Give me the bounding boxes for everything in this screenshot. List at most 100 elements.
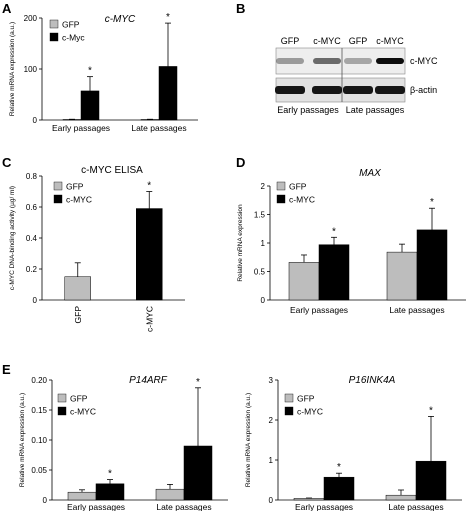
legend-swatch — [49, 32, 59, 42]
myc-band — [276, 58, 304, 64]
bar-c-myc — [415, 460, 447, 501]
y-tick-label: 0 — [33, 296, 38, 305]
y-tick-label: 0.5 — [254, 268, 266, 277]
actin-band — [275, 86, 305, 94]
chart-c: c-MYC ELISA 0 0.2 0.4 0.6 0.8 c-MYC DNA-bindin… — [9, 165, 185, 332]
actin-band — [343, 86, 373, 94]
y-axis-label: Relative mRNA expression (a.u.) — [9, 22, 16, 116]
legend-label: c-Myc — [62, 33, 85, 43]
legend-swatch — [53, 194, 63, 204]
bar-gfp — [293, 498, 325, 501]
blot-lane-label: c-MYC — [313, 36, 341, 46]
blot-lane-label: c-MYC — [376, 36, 404, 46]
y-tick-label: 1.5 — [254, 211, 266, 220]
panel-letter-a: A — [2, 1, 12, 16]
significance-marker: * — [337, 462, 341, 473]
bar-c-myc — [323, 476, 355, 501]
chart-title: c-MYC — [105, 14, 136, 25]
y-tick-label: 1 — [269, 456, 274, 465]
blot-row-label-myc: c-MYC — [410, 56, 438, 66]
x-tick-label: Early passages — [290, 305, 348, 315]
y-tick-label: 0.6 — [26, 203, 38, 212]
y-tick-label: 0.20 — [31, 376, 47, 385]
y-tick-label: 0 — [43, 496, 48, 505]
y-tick-label: 0.10 — [31, 436, 47, 445]
legend-swatch — [284, 393, 294, 403]
legend-label: c-MYC — [289, 195, 315, 205]
legend-swatch — [276, 194, 286, 204]
chart-a: c-MYC 0 100 200 Relative mRNA expression (a.… — [9, 12, 198, 133]
significance-marker: * — [147, 181, 151, 192]
significance-marker: * — [108, 469, 112, 480]
chart-d: MAX 0 0.5 1 1.5 2 Relative mRNA expression GFP c… — [237, 168, 466, 315]
bar-gfp — [288, 262, 320, 301]
myc-band — [313, 58, 341, 64]
chart-title: P14ARF — [129, 375, 168, 386]
bar-gfp — [64, 276, 91, 301]
chart-title: MAX — [359, 168, 381, 179]
x-tick-label: Late passages — [389, 305, 444, 315]
panel-letter-b: B — [236, 1, 245, 16]
panel-letter-c: C — [2, 155, 12, 170]
legend-swatch — [57, 393, 67, 403]
y-tick-label: 200 — [24, 14, 38, 23]
legend-label: GFP — [70, 394, 88, 404]
significance-marker: * — [196, 377, 200, 388]
legend-swatch — [57, 406, 67, 416]
y-tick-label: 0.15 — [31, 406, 47, 415]
y-tick-label: 0.2 — [26, 265, 38, 274]
blot-lane-label: GFP — [349, 36, 368, 46]
y-tick-label: 3 — [269, 376, 274, 385]
significance-marker: * — [430, 197, 434, 208]
legend-swatch — [49, 19, 59, 29]
x-tick-label: Late passages — [156, 502, 211, 511]
y-tick-label: 0.4 — [26, 234, 38, 243]
significance-marker: * — [88, 66, 92, 77]
bar-c-myc — [416, 229, 448, 301]
legend-label: c-MYC — [297, 407, 323, 417]
x-tick-label: Early passages — [295, 502, 353, 511]
western-blot-panel: GFP c-MYC GFP c-MYC c-MYC β-actin Early … — [275, 36, 438, 115]
bar-c-myc — [95, 483, 125, 501]
y-tick-label: 2 — [269, 416, 274, 425]
blot-row-label-actin: β-actin — [410, 85, 437, 95]
legend-label: GFP — [297, 394, 315, 404]
blot-group-label: Early passages — [277, 105, 339, 115]
x-tick-label: Late passages — [388, 502, 443, 511]
legend-label: GFP — [66, 182, 84, 192]
bar-gfp — [155, 488, 185, 501]
bar-c-myc — [158, 66, 178, 121]
blot-group-label: Late passages — [346, 105, 405, 115]
legend-label: GFP — [289, 182, 307, 192]
y-axis-label: Relative mRNA expression (a.u.) — [19, 393, 26, 487]
y-tick-label: 0.8 — [26, 172, 38, 181]
significance-marker: * — [429, 405, 433, 416]
bar-c-myc — [183, 445, 213, 501]
legend-swatch — [276, 181, 286, 191]
y-axis-label: Relative mRNA expression (a.u.) — [245, 393, 252, 487]
y-tick-label: 2 — [261, 182, 266, 191]
y-axis-label: Relative mRNA expression — [237, 204, 244, 282]
myc-band — [376, 58, 404, 64]
y-tick-label: 0 — [33, 116, 38, 125]
x-tick-label: Early passages — [52, 123, 110, 133]
legend-label: GFP — [62, 20, 80, 30]
x-tick-label: c-MYC — [144, 306, 154, 332]
chart-title: c-MYC ELISA — [81, 165, 143, 176]
y-tick-label: 0 — [261, 296, 266, 305]
x-tick-label: GFP — [73, 306, 83, 324]
legend-swatch — [53, 181, 63, 191]
bar-c-myc — [318, 244, 350, 301]
y-tick-label: 100 — [24, 65, 38, 74]
chart-e2: P16INK4A 0 1 2 3 Relative mRNA expression (a.… — [245, 375, 462, 512]
myc-band — [344, 58, 372, 64]
significance-marker: * — [332, 226, 336, 237]
actin-band — [375, 86, 405, 94]
blot-lane-label: GFP — [281, 36, 300, 46]
bar-gfp — [386, 251, 418, 301]
blot-bands — [275, 58, 405, 94]
panel-letter-e: E — [2, 362, 11, 377]
